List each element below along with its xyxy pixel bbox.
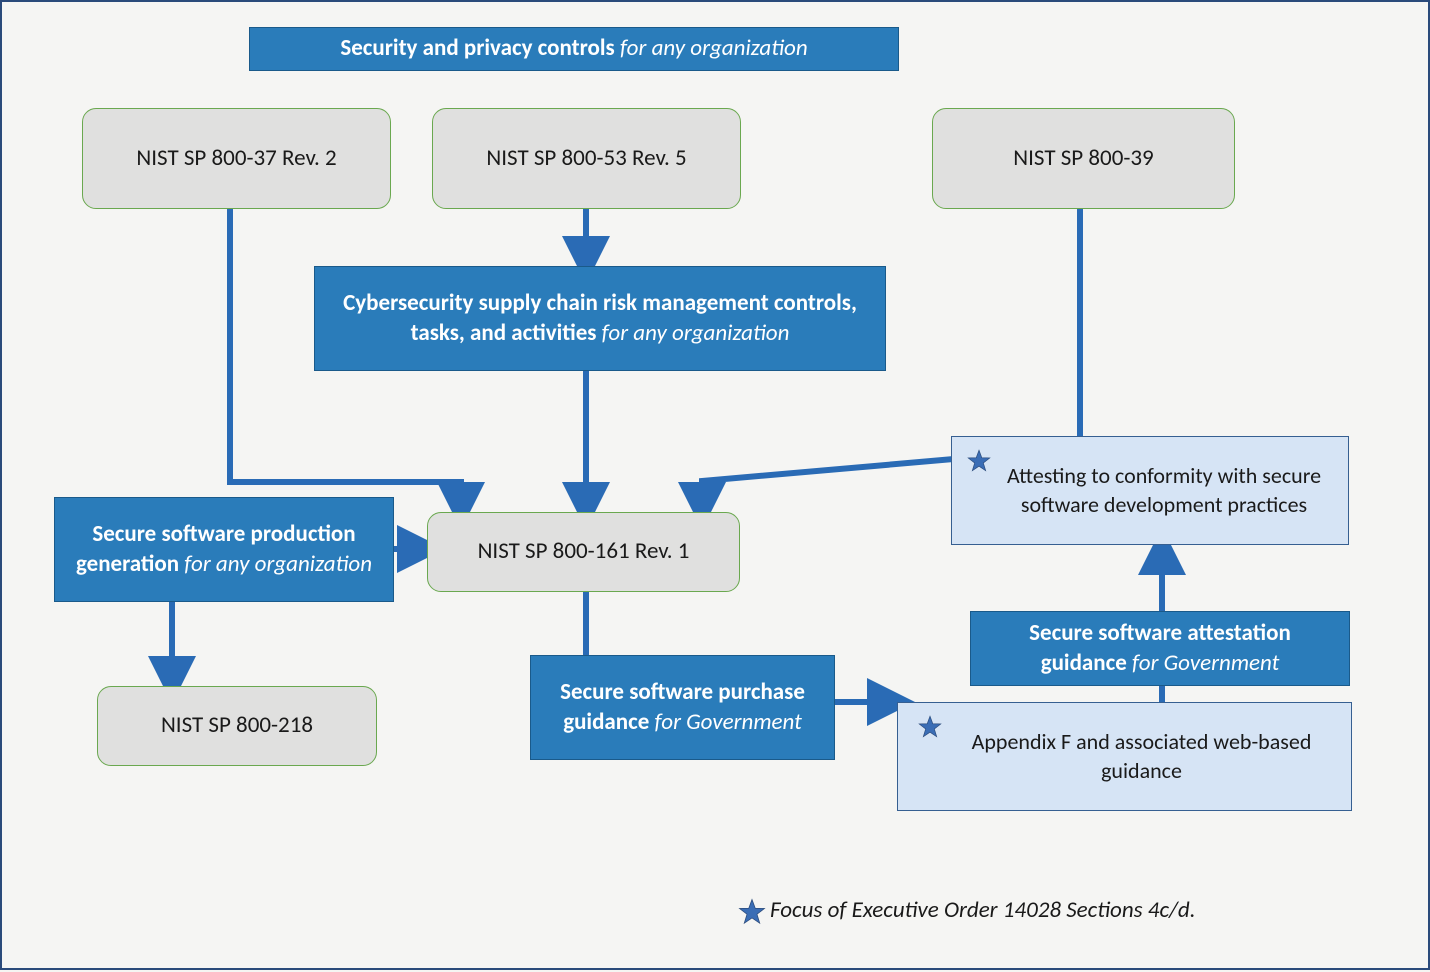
nist-sp-800-53-label: NIST SP 800-53 Rev. 5	[486, 144, 686, 174]
title-banner: Security and privacy controls for any or…	[249, 27, 899, 71]
secure-production-box: Secure software production generation fo…	[54, 497, 394, 602]
attestation-guidance-box: Secure software attestation guidance for…	[970, 611, 1350, 686]
attestguide-ital: for Government	[1132, 649, 1279, 677]
title-bold: Security and privacy controls	[340, 34, 614, 62]
cyber-ital: for any organization	[602, 319, 790, 347]
secure-purchase-box: Secure software purchase guidance for Go…	[530, 655, 835, 760]
legend-text: Focus of Executive Order 14028 Sections …	[770, 896, 1196, 924]
cybersecurity-box: Cybersecurity supply chain risk manageme…	[314, 266, 886, 371]
legend-label: Focus of Executive Order 14028 Sections …	[770, 896, 1196, 924]
purchase-ital: for Government	[655, 708, 802, 736]
appendixf-label: Appendix F and associated web-based guid…	[946, 728, 1337, 785]
nist-sp-800-218-label: NIST SP 800-218	[161, 711, 313, 741]
attesting-conformity-box: Attesting to conformity with secure soft…	[951, 436, 1349, 545]
nist-sp-800-53: NIST SP 800-53 Rev. 5	[432, 108, 741, 209]
title-ital: for any organization	[620, 34, 808, 62]
nist-sp-800-39-label: NIST SP 800-39	[1013, 144, 1153, 174]
nist-sp-800-161-label: NIST SP 800-161 Rev. 1	[478, 537, 690, 567]
secureprod-ital: for any organization	[184, 550, 372, 578]
nist-sp-800-37: NIST SP 800-37 Rev. 2	[82, 108, 391, 209]
attesting-label: Attesting to conformity with secure soft…	[994, 462, 1334, 519]
appendix-f-box: Appendix F and associated web-based guid…	[897, 702, 1352, 811]
nist-sp-800-37-label: NIST SP 800-37 Rev. 2	[136, 144, 336, 174]
star-icon	[966, 448, 992, 474]
nist-sp-800-218: NIST SP 800-218	[97, 686, 377, 766]
nist-sp-800-39: NIST SP 800-39	[932, 108, 1235, 209]
nist-sp-800-161: NIST SP 800-161 Rev. 1	[427, 512, 740, 592]
star-icon	[917, 714, 943, 740]
star-icon	[737, 897, 767, 927]
